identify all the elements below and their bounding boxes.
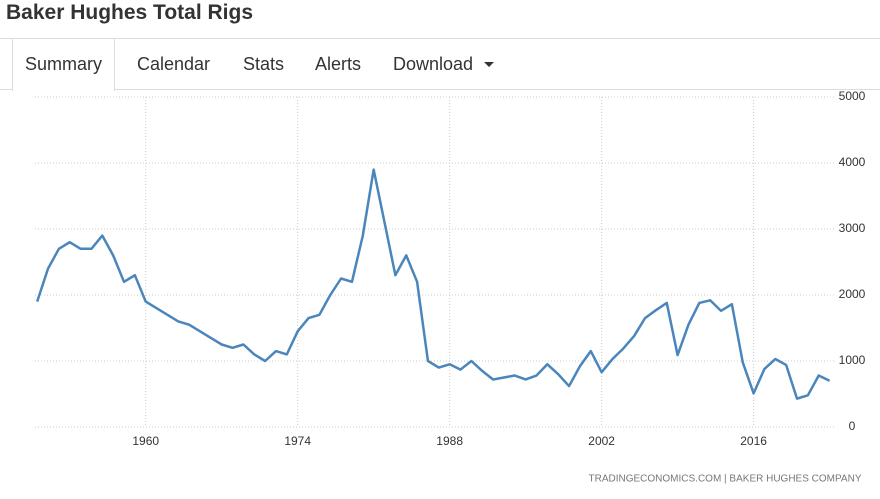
- x-tick-label: 1988: [436, 434, 463, 448]
- tab[interactable]: Alerts: [315, 54, 362, 74]
- tab[interactable]: Summary: [12, 39, 116, 91]
- x-tick-label: 1974: [284, 434, 311, 448]
- y-tick-label: 3000: [839, 221, 866, 235]
- tab[interactable]: Download: [393, 54, 474, 74]
- y-tick-label: 4000: [839, 155, 866, 169]
- tab[interactable]: Calendar: [137, 54, 211, 74]
- x-tick-label: 2002: [588, 434, 615, 448]
- y-tick-label: 5000: [839, 90, 866, 103]
- chart: TRADINGECONOMICS.COM | BAKER HUGHES COMP…: [35, 90, 866, 485]
- data-line: [35, 168, 831, 400]
- y-tick-label: 2000: [839, 287, 866, 301]
- x-tick-label: 2016: [740, 434, 767, 448]
- y-tick-label: 1000: [839, 353, 866, 367]
- tab[interactable]: Stats: [243, 54, 285, 74]
- page-title: Baker Hughes Total Rigs: [6, 1, 253, 24]
- x-tick-label: 1960: [132, 434, 159, 448]
- tab-bar: Summary Calendar Stats Alerts Download: [0, 38, 880, 91]
- source: TRADINGECONOMICS.COM | BAKER HUGHES COMP…: [589, 474, 862, 485]
- dropdown-caret[interactable]: [484, 62, 494, 68]
- y-tick-label: 0: [849, 419, 856, 433]
